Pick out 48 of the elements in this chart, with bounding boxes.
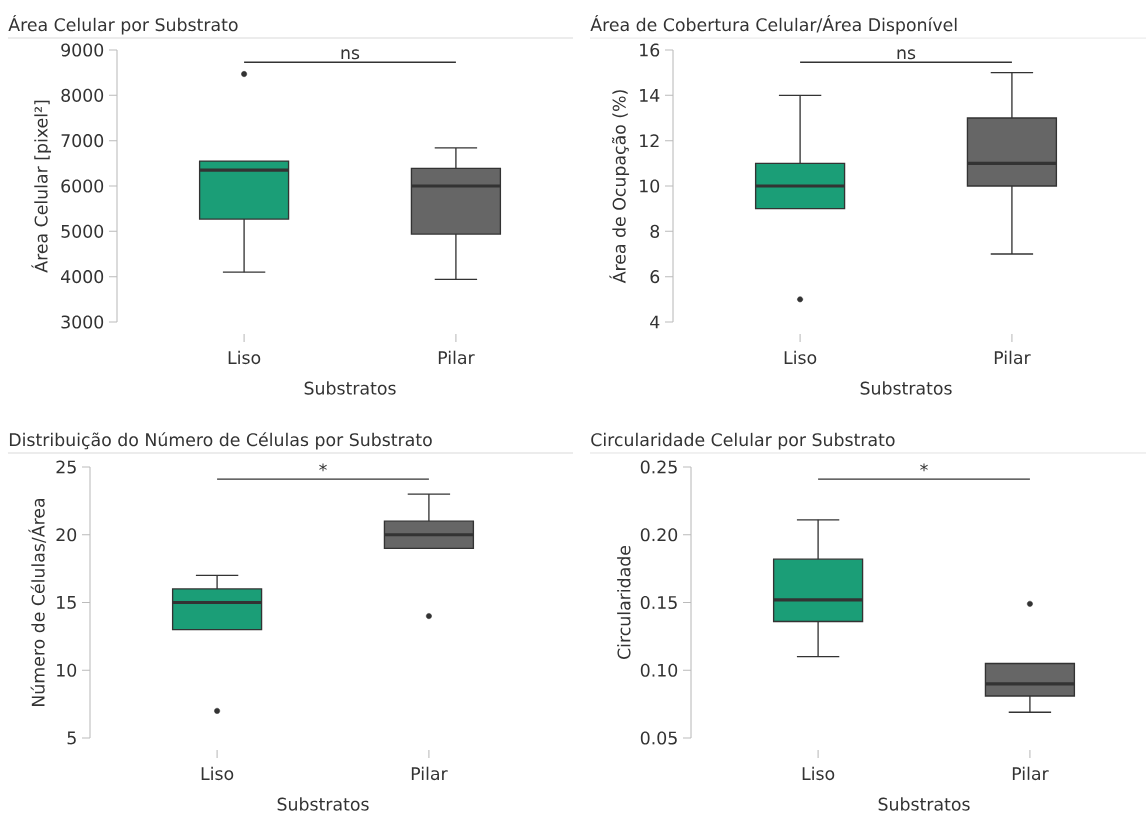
y-tick-label: 15 xyxy=(57,596,76,609)
y-tick-label: 6 xyxy=(650,270,660,284)
x-tick-label: Liso xyxy=(784,350,817,365)
annotation: * xyxy=(319,463,327,472)
y-tick-label: 8 xyxy=(650,224,660,238)
y-axis-title: Número de Células/Área xyxy=(28,498,47,706)
y-axis-title: Circularidade xyxy=(617,545,631,659)
y-tick-label: 5000 xyxy=(61,224,104,238)
x-tick-label: Pilar xyxy=(1012,766,1049,781)
y-tick-label: 6000 xyxy=(61,179,104,193)
x-tick-label: Liso xyxy=(802,766,835,781)
y-tick-label: 12 xyxy=(640,134,659,148)
x-axis-title: Substratos xyxy=(277,797,369,811)
y-axis-title: Área de Ocupação (%) xyxy=(609,90,630,284)
y-tick-label: 0.25 xyxy=(640,460,677,474)
y-tick-label: 25 xyxy=(56,460,76,474)
y-tick-label: 10 xyxy=(57,663,77,677)
chart-title: Circularidade Celular por Substrato xyxy=(591,432,895,450)
y-tick-label: 4 xyxy=(650,315,660,329)
y-tick-label: 16 xyxy=(640,43,660,57)
y-tick-label: 0.15 xyxy=(640,595,677,610)
x-axis-title: Substratos xyxy=(878,797,970,811)
x-tick-label: Pilar xyxy=(411,766,448,781)
y-tick-label: 20 xyxy=(56,528,77,542)
y-tick-label: 14 xyxy=(640,89,660,102)
y-tick-label: 3000 xyxy=(61,315,104,329)
x-axis-title: Substratos xyxy=(304,381,396,395)
y-tick-label: 8000 xyxy=(61,88,104,102)
y-tick-label: 0.10 xyxy=(640,663,678,677)
x-tick-label: Pilar xyxy=(438,350,475,365)
chart-title: Distribuição do Número de Células por Substrato xyxy=(9,432,432,450)
y-tick-label: 0.05 xyxy=(640,731,677,745)
y-axis-title: Área Celular [pixel²] xyxy=(31,100,52,273)
x-tick-label: Pilar xyxy=(994,350,1031,365)
annotation: * xyxy=(920,463,928,472)
y-tick-label: 10 xyxy=(640,179,660,193)
chart-title: Área de Cobertura Celular/Área Disponível xyxy=(590,14,957,35)
x-axis-title: Substratos xyxy=(860,381,952,395)
y-tick-label: 9000 xyxy=(61,43,104,57)
x-tick-label: Liso xyxy=(201,766,234,781)
y-tick-label: 4000 xyxy=(61,270,104,284)
y-tick-label: 7000 xyxy=(61,134,104,148)
x-tick-label: Liso xyxy=(228,350,261,365)
y-tick-label: 0.20 xyxy=(640,528,678,542)
annotation: ns xyxy=(897,49,916,60)
y-tick-label: 5 xyxy=(67,731,76,745)
annotation: ns xyxy=(341,49,360,60)
chart-title: Área Celular por Substrato xyxy=(8,14,238,35)
